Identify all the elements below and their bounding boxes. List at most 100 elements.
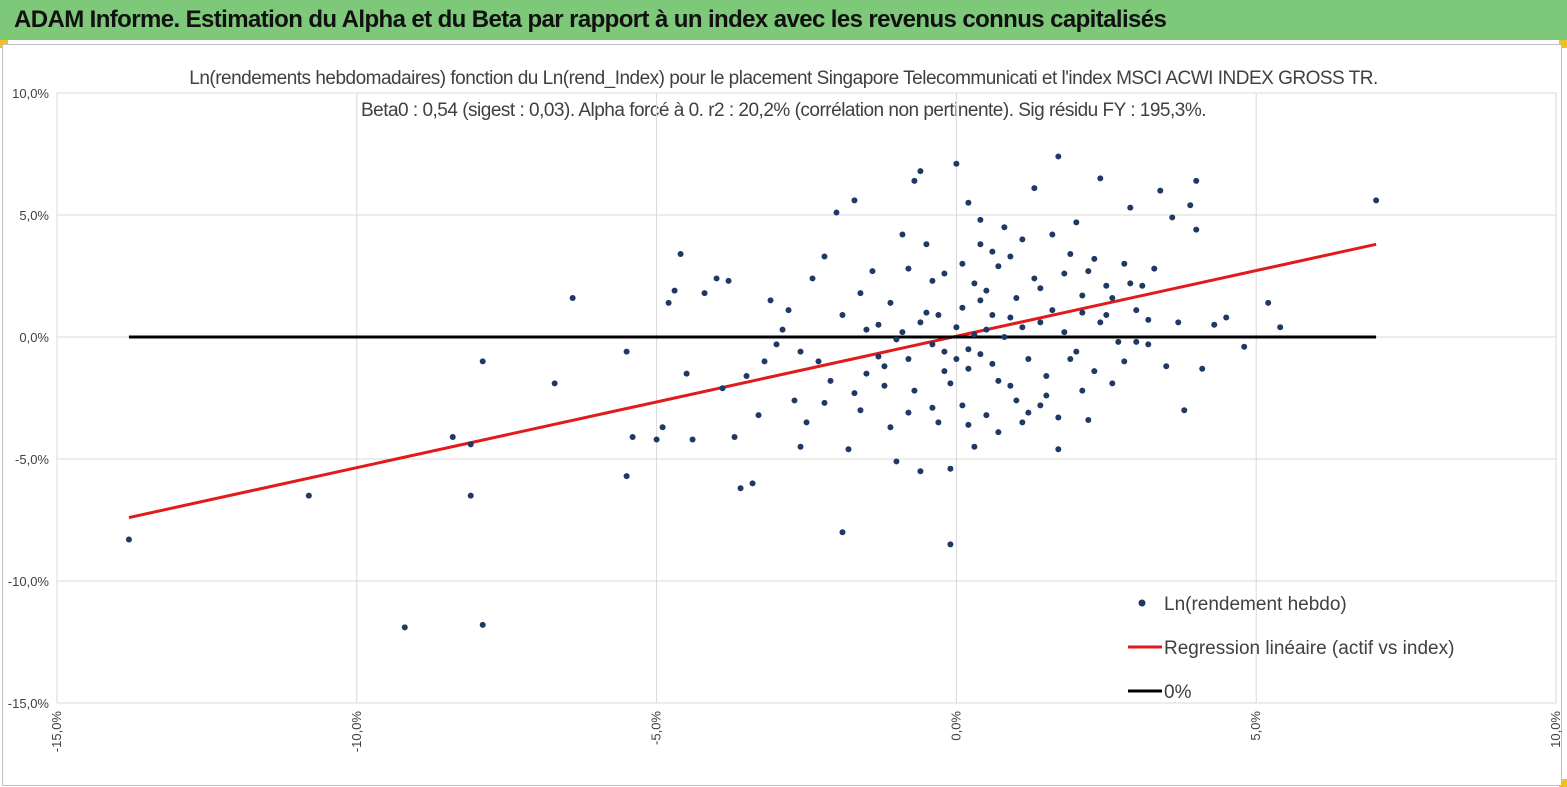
x-tick-label: -5,0% <box>649 711 664 745</box>
data-point <box>449 434 456 441</box>
data-point <box>971 443 978 450</box>
data-point <box>1163 363 1170 370</box>
data-point <box>1031 275 1038 282</box>
data-point <box>941 368 948 375</box>
data-point <box>911 387 918 394</box>
data-point <box>905 265 912 272</box>
data-point <box>965 199 972 206</box>
corner-marker-bottom-right <box>1559 779 1567 787</box>
data-point <box>1019 324 1026 331</box>
data-point <box>1115 338 1122 345</box>
data-point <box>983 287 990 294</box>
data-point <box>1127 204 1134 211</box>
data-point <box>1193 177 1200 184</box>
report-header: ADAM Informe. Estimation du Alpha et du … <box>0 0 1567 40</box>
data-point <box>1079 387 1086 394</box>
data-point <box>1043 392 1050 399</box>
data-point <box>989 312 996 319</box>
data-point <box>881 363 888 370</box>
data-point <box>881 382 888 389</box>
data-point <box>1025 355 1032 362</box>
data-point <box>947 465 954 472</box>
legend-label: 0% <box>1164 682 1192 703</box>
data-point <box>1199 365 1206 372</box>
data-point <box>845 446 852 453</box>
data-point <box>125 536 132 543</box>
data-point <box>1265 299 1272 306</box>
y-tick-label: 0,0% <box>19 330 49 345</box>
data-point <box>893 458 900 465</box>
data-point <box>941 348 948 355</box>
data-point <box>1211 321 1218 328</box>
x-tick-label: 0,0% <box>948 711 963 741</box>
data-point <box>869 268 876 275</box>
data-point <box>1121 260 1128 267</box>
data-point <box>1079 292 1086 299</box>
data-point <box>929 277 936 284</box>
data-point <box>1097 319 1104 326</box>
data-point <box>971 280 978 287</box>
data-point <box>743 373 750 380</box>
data-point <box>953 324 960 331</box>
data-point <box>1031 185 1038 192</box>
data-point <box>851 390 858 397</box>
data-point <box>1055 153 1062 160</box>
data-point <box>719 385 726 392</box>
data-point <box>905 409 912 416</box>
data-point <box>839 312 846 319</box>
data-point <box>1073 348 1080 355</box>
report-title: ADAM Informe. Estimation du Alpha et du … <box>14 6 1167 33</box>
data-point <box>1133 338 1140 345</box>
data-point <box>905 355 912 362</box>
data-point <box>1187 202 1194 209</box>
data-point <box>857 407 864 414</box>
data-point <box>1145 316 1152 323</box>
data-point <box>683 370 690 377</box>
data-point <box>785 307 792 314</box>
data-point <box>761 358 768 365</box>
data-point <box>929 404 936 411</box>
data-point <box>791 397 798 404</box>
data-point <box>899 329 906 336</box>
regression-line <box>128 242 1377 520</box>
data-point <box>1223 314 1230 321</box>
data-point <box>995 263 1002 270</box>
data-point <box>965 365 972 372</box>
data-point <box>1019 419 1026 426</box>
data-point <box>977 241 984 248</box>
data-point <box>551 380 558 387</box>
data-point <box>1037 402 1044 409</box>
data-point <box>1055 414 1062 421</box>
data-point <box>887 424 894 431</box>
data-point <box>749 480 756 487</box>
data-point <box>863 370 870 377</box>
data-point <box>467 492 474 499</box>
data-point <box>1085 416 1092 423</box>
data-point <box>923 309 930 316</box>
data-point <box>815 358 822 365</box>
data-point <box>1001 334 1008 340</box>
data-point <box>737 485 744 492</box>
data-point <box>467 441 474 448</box>
chart-title: Ln(rendements hebdomadaires) fonction du… <box>189 68 1378 89</box>
data-point <box>917 468 924 475</box>
data-point <box>1097 175 1104 182</box>
data-point <box>767 297 774 304</box>
data-point <box>1373 197 1380 204</box>
data-point <box>1055 446 1062 453</box>
data-point <box>995 377 1002 384</box>
y-tick-label: 5,0% <box>19 208 49 223</box>
data-point <box>1085 268 1092 275</box>
data-point <box>839 529 846 536</box>
data-point <box>995 429 1002 436</box>
data-point <box>959 304 966 311</box>
data-point <box>779 326 786 333</box>
data-point <box>1109 380 1116 387</box>
data-point <box>479 358 486 365</box>
data-point <box>1049 307 1056 314</box>
data-point <box>713 275 720 282</box>
data-point <box>1007 314 1014 321</box>
data-point <box>689 436 696 443</box>
data-point <box>935 419 942 426</box>
